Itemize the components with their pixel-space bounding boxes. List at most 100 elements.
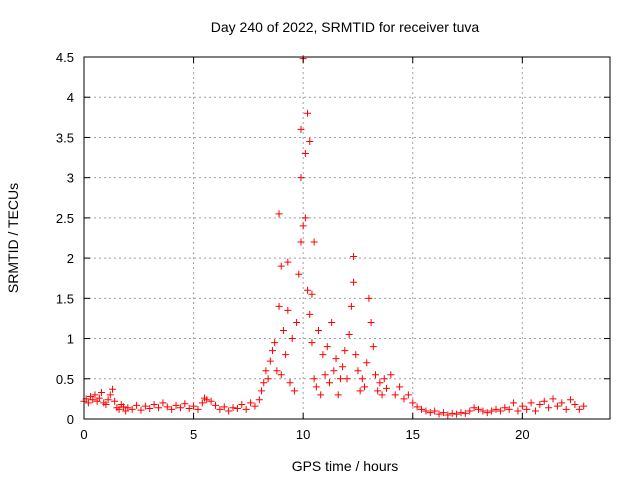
y-tick-label: 3.5: [56, 130, 74, 145]
data-point: [453, 410, 461, 418]
data-point: [284, 306, 292, 314]
data-point: [413, 403, 421, 411]
data-point: [378, 391, 386, 399]
data-point: [146, 405, 154, 413]
data-point: [271, 339, 279, 347]
data-point: [106, 391, 114, 399]
data-point: [448, 409, 456, 417]
data-point: [483, 409, 491, 417]
data-point: [418, 405, 426, 413]
data-point: [567, 396, 575, 404]
data-point: [181, 400, 189, 408]
data-point: [290, 387, 298, 395]
data-point: [150, 401, 158, 409]
data-point: [238, 401, 246, 409]
data-point: [91, 391, 99, 399]
data-point: [536, 401, 544, 409]
x-tick-label: 5: [190, 427, 197, 442]
data-point: [220, 403, 228, 411]
data-point: [457, 409, 465, 417]
data-point: [119, 403, 127, 411]
y-tick-label: 1: [67, 332, 74, 347]
data-point: [328, 318, 336, 326]
data-point: [369, 343, 377, 351]
data-point: [297, 125, 305, 133]
data-point: [404, 391, 412, 399]
data-point: [527, 399, 535, 407]
data-point: [297, 174, 305, 182]
data-point: [444, 411, 452, 419]
data-point: [380, 375, 388, 383]
data-point: [345, 331, 353, 339]
data-point: [286, 379, 294, 387]
data-point: [266, 357, 274, 365]
data-point: [518, 402, 526, 410]
data-point: [352, 351, 360, 359]
data-points: [80, 55, 588, 419]
data-point: [336, 375, 344, 383]
data-point: [301, 214, 309, 222]
data-point: [367, 318, 375, 326]
data-point: [207, 397, 215, 405]
x-tick-label: 0: [80, 427, 87, 442]
data-point: [297, 238, 305, 246]
data-point: [124, 404, 132, 412]
y-tick-label: 2.5: [56, 211, 74, 226]
data-point: [251, 402, 259, 410]
data-point: [301, 150, 309, 158]
data-point: [466, 407, 474, 415]
data-point: [422, 407, 430, 415]
data-point: [470, 404, 478, 412]
grid-lines: [84, 57, 610, 419]
data-point: [330, 367, 338, 375]
data-point: [176, 404, 184, 412]
data-point: [262, 367, 270, 375]
data-point: [84, 399, 92, 407]
data-point: [98, 388, 106, 396]
data-point: [255, 396, 263, 404]
data-point: [299, 222, 307, 230]
data-point: [479, 407, 487, 415]
data-point: [580, 402, 588, 410]
data-point: [168, 405, 176, 413]
data-point: [310, 238, 318, 246]
data-point: [133, 401, 141, 409]
data-point: [293, 318, 301, 326]
data-point: [371, 371, 379, 379]
data-point: [531, 407, 539, 415]
axes: [83, 56, 611, 420]
data-point: [339, 363, 347, 371]
data-point: [358, 375, 366, 383]
data-point: [347, 302, 355, 310]
y-tick-label: 0: [67, 412, 74, 427]
y-tick-label: 4: [67, 90, 74, 105]
data-point: [325, 379, 333, 387]
data-point: [354, 367, 362, 375]
data-point: [319, 351, 327, 359]
data-point: [268, 347, 276, 355]
y-axis-label: SRMTID / TECUs: [5, 183, 21, 293]
data-point: [387, 371, 395, 379]
data-point: [435, 410, 443, 418]
data-point: [242, 405, 250, 413]
data-point: [95, 394, 103, 402]
data-point: [558, 399, 566, 407]
data-point: [365, 294, 373, 302]
data-point: [439, 409, 447, 417]
y-tick-label: 2: [67, 251, 74, 266]
data-point: [128, 405, 136, 413]
data-point: [233, 405, 241, 413]
data-point: [203, 396, 211, 404]
y-tick-label: 3: [67, 171, 74, 186]
data-point: [382, 384, 390, 392]
y-tick-label: 1.5: [56, 291, 74, 306]
data-point: [260, 379, 268, 387]
chart-title: Day 240 of 2022, SRMTID for receiver tuv…: [211, 19, 480, 35]
data-point: [492, 405, 500, 413]
data-point: [475, 405, 482, 413]
data-point: [258, 387, 266, 395]
data-point: [159, 399, 167, 407]
data-point: [172, 401, 180, 409]
